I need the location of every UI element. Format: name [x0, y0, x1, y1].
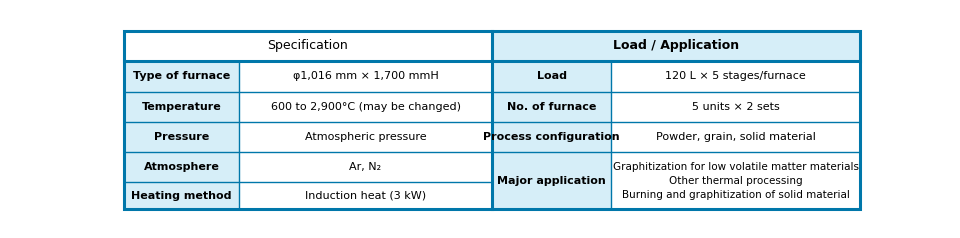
Bar — [611, 92, 860, 122]
Bar — [611, 122, 860, 152]
Bar — [239, 122, 492, 152]
Bar — [239, 92, 492, 122]
Text: 600 to 2,900°C (may be changed): 600 to 2,900°C (may be changed) — [271, 102, 461, 112]
Text: Graphitization for low volatile matter materials
Other thermal processing
Burnin: Graphitization for low volatile matter m… — [612, 162, 858, 200]
Bar — [124, 182, 239, 209]
Text: Pressure: Pressure — [154, 132, 209, 142]
Bar — [611, 152, 860, 209]
Bar — [124, 31, 492, 61]
Text: Specification: Specification — [268, 40, 348, 52]
Text: φ1,016 mm × 1,700 mmH: φ1,016 mm × 1,700 mmH — [293, 71, 439, 81]
Bar — [492, 92, 611, 122]
Bar — [611, 61, 860, 92]
Text: Atmospheric pressure: Atmospheric pressure — [304, 132, 426, 142]
Text: Powder, grain, solid material: Powder, grain, solid material — [656, 132, 816, 142]
Text: Load / Application: Load / Application — [613, 40, 739, 52]
Text: Process configuration: Process configuration — [483, 132, 620, 142]
Text: Ar, N₂: Ar, N₂ — [349, 162, 381, 172]
Text: No. of furnace: No. of furnace — [507, 102, 596, 112]
Bar — [124, 152, 239, 182]
Bar — [492, 61, 611, 92]
Bar — [239, 182, 492, 209]
Bar — [239, 61, 492, 92]
Bar — [492, 152, 611, 209]
Text: Heating method: Heating method — [132, 191, 231, 201]
Bar — [124, 61, 239, 92]
Bar — [492, 31, 860, 61]
Text: Load: Load — [537, 71, 566, 81]
Text: Atmosphere: Atmosphere — [143, 162, 219, 172]
Bar — [492, 122, 611, 152]
Bar — [239, 152, 492, 182]
Text: Major application: Major application — [497, 176, 606, 186]
Text: 5 units × 2 sets: 5 units × 2 sets — [692, 102, 780, 112]
Text: Type of furnace: Type of furnace — [132, 71, 230, 81]
Bar — [124, 122, 239, 152]
Bar — [124, 92, 239, 122]
Text: Temperature: Temperature — [141, 102, 221, 112]
Text: 120 L × 5 stages/furnace: 120 L × 5 stages/furnace — [665, 71, 806, 81]
Text: Induction heat (3 kW): Induction heat (3 kW) — [305, 191, 426, 201]
